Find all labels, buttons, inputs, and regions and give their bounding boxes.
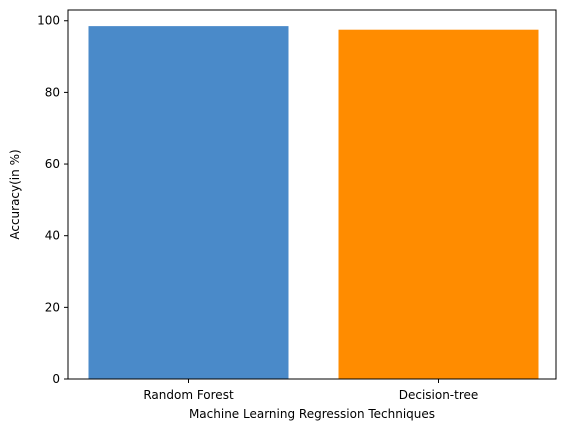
- bar-decision-tree: [338, 29, 539, 379]
- y-tick-label: 100: [37, 14, 60, 28]
- y-tick-label: 80: [45, 85, 60, 99]
- x-tick-label: Decision-tree: [399, 388, 479, 402]
- x-axis-ticks: Random Forest Decision-tree: [143, 379, 478, 402]
- y-axis-ticks: 0 20 40 60 80 100: [37, 14, 68, 386]
- plot-frame: [67, 9, 557, 380]
- x-tick-label: Random Forest: [143, 388, 234, 402]
- bar-random-forest: [88, 26, 289, 379]
- y-tick-label: 40: [45, 229, 60, 243]
- y-tick-label: 20: [45, 300, 60, 314]
- x-axis-label: Machine Learning Regression Techniques: [189, 407, 435, 421]
- y-axis-label: Accuracy(in %): [8, 149, 22, 239]
- bars-group: [88, 26, 539, 379]
- y-tick-label: 60: [45, 157, 60, 171]
- y-tick-label: 0: [52, 372, 60, 386]
